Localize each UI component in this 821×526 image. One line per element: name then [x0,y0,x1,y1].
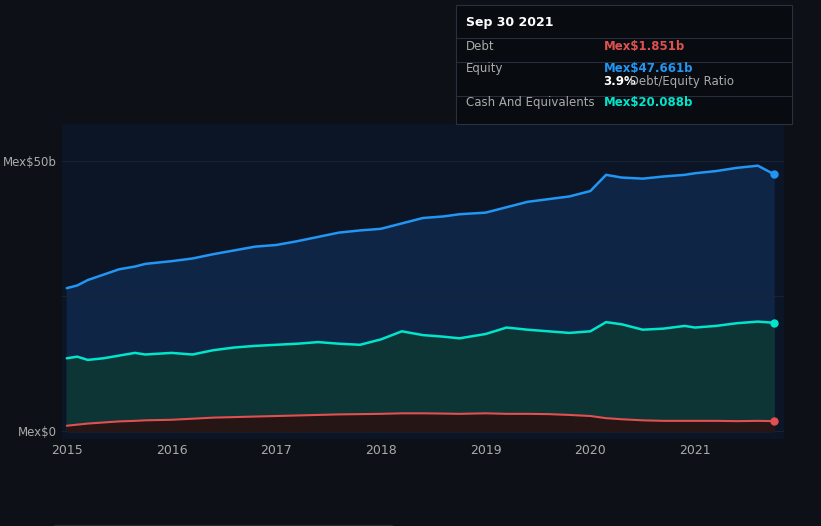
Text: Mex$20.088b: Mex$20.088b [603,96,693,109]
Text: Debt: Debt [466,39,495,53]
Text: Mex$1.851b: Mex$1.851b [603,39,685,53]
Legend: Debt, Equity, Cash And Equivalents: Debt, Equity, Cash And Equivalents [53,525,393,526]
Text: Cash And Equivalents: Cash And Equivalents [466,96,595,109]
Text: 3.9%: 3.9% [603,75,636,88]
Text: Equity: Equity [466,62,504,75]
Text: Sep 30 2021: Sep 30 2021 [466,16,554,29]
Text: Debt/Equity Ratio: Debt/Equity Ratio [626,75,735,88]
Text: Mex$47.661b: Mex$47.661b [603,62,693,75]
